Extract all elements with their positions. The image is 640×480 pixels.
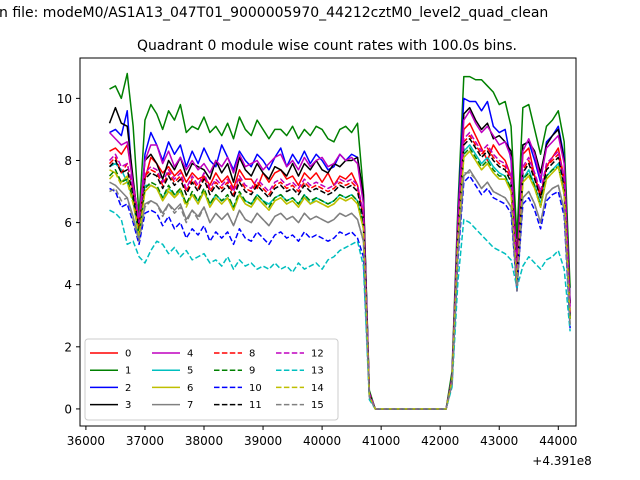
legend-label-9: 9 — [249, 366, 255, 377]
y-tick-label: 6 — [64, 216, 72, 230]
legend-box — [84, 338, 339, 421]
x-tick-label: 37000 — [126, 434, 164, 448]
axes-frame — [79, 57, 577, 427]
y-tick-label: 0 — [64, 402, 72, 416]
y-tick-label: 2 — [64, 340, 72, 354]
plot-area — [79, 57, 577, 427]
series-line-13 — [109, 209, 571, 410]
y-tick-label: 8 — [64, 154, 72, 168]
legend-label-2: 2 — [125, 383, 131, 394]
legend-label-1: 1 — [125, 366, 131, 377]
x-tick-label: 41000 — [362, 434, 400, 448]
x-tick-label: 39000 — [244, 434, 282, 448]
chart-title: Quadrant 0 module wise count rates with … — [137, 38, 517, 54]
legend-label-7: 7 — [187, 400, 193, 411]
series-line-3 — [108, 106, 571, 410]
legend-label-10: 10 — [249, 383, 262, 394]
x-axis-offset-text: +4.391e8 — [532, 454, 591, 468]
series-line-14 — [108, 150, 571, 410]
x-tick-label: 36000 — [67, 434, 105, 448]
legend-label-15: 15 — [311, 400, 324, 411]
y-tick-label: 4 — [64, 278, 72, 292]
x-tick-label: 40000 — [303, 434, 341, 448]
series-line-15 — [109, 172, 571, 410]
legend-label-14: 14 — [311, 383, 324, 394]
series-line-11 — [108, 137, 571, 410]
legend-label-8: 8 — [249, 349, 255, 360]
legend-label-0: 0 — [125, 349, 131, 360]
series-line-0 — [109, 122, 571, 410]
series-line-1 — [109, 72, 571, 410]
legend-label-11: 11 — [249, 400, 262, 411]
series-line-4 — [108, 110, 571, 410]
legend-label-13: 13 — [311, 366, 324, 377]
x-tick-label: 43000 — [480, 434, 518, 448]
legend-label-3: 3 — [125, 400, 131, 411]
legend-label-4: 4 — [187, 349, 193, 360]
series-line-8 — [108, 134, 571, 410]
legend-label-6: 6 — [187, 383, 193, 394]
x-tick-label: 44000 — [539, 434, 577, 448]
y-tick-label: 10 — [57, 92, 72, 106]
x-tick-label: 42000 — [421, 434, 459, 448]
x-axis: 36000 37000 38000 39000 40000 41000 42000 43000… — [67, 426, 577, 448]
legend-label-5: 5 — [187, 366, 193, 377]
legend-label-12: 12 — [311, 349, 324, 360]
x-tick-label: 38000 — [185, 434, 223, 448]
figure-suptitle: n file: modeM0/AS1A13_047T01_9000005970_… — [0, 5, 548, 21]
series-line-9 — [108, 147, 571, 410]
series-line-12 — [108, 131, 571, 410]
series-line-10 — [109, 175, 571, 410]
y-axis: 0 2 4 6 8 10 — [57, 92, 80, 416]
series-layer — [108, 72, 571, 410]
